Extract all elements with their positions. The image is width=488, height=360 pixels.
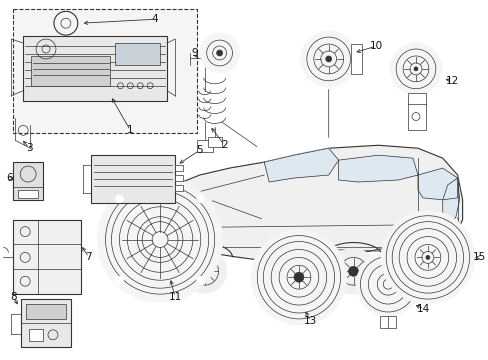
Bar [175,165,183,171]
Circle shape [348,266,358,276]
Bar [13,9,196,133]
Bar [13,220,81,294]
Text: 9: 9 [191,48,198,58]
Circle shape [115,276,123,284]
Circle shape [115,195,123,203]
Circle shape [413,67,417,71]
Circle shape [389,43,441,95]
Bar [26,304,66,319]
Text: 6: 6 [6,173,13,183]
Circle shape [98,177,222,302]
Bar [407,93,425,130]
Text: 13: 13 [304,316,317,326]
Bar [90,155,175,203]
Bar [175,185,183,191]
Bar [207,137,221,147]
Bar [18,190,38,198]
Circle shape [330,248,376,294]
Polygon shape [417,168,457,200]
Circle shape [216,50,222,56]
Text: 14: 14 [416,304,429,314]
Circle shape [293,272,303,282]
Text: 7: 7 [85,252,92,262]
Circle shape [300,31,356,87]
Circle shape [325,56,331,62]
Circle shape [183,249,226,293]
Circle shape [196,195,204,203]
Text: 15: 15 [472,252,485,262]
Text: 10: 10 [369,41,382,51]
Text: 8: 8 [10,292,17,302]
Bar [13,162,43,200]
Bar [23,36,167,100]
Text: 11: 11 [168,292,181,302]
Text: 4: 4 [151,14,158,24]
Bar [21,299,71,347]
Bar [31,56,110,86]
Text: 5: 5 [196,145,203,155]
Circle shape [200,266,209,276]
Circle shape [356,252,419,316]
Polygon shape [160,145,462,264]
Circle shape [381,211,473,304]
Text: 2: 2 [221,140,227,150]
Polygon shape [442,178,459,225]
Text: 3: 3 [26,143,32,153]
Circle shape [200,33,239,73]
Text: 12: 12 [445,76,458,86]
Bar [196,140,212,152]
Bar [115,43,160,65]
Text: 1: 1 [127,125,133,135]
Bar [350,44,362,74]
Polygon shape [264,148,338,182]
Circle shape [425,255,429,260]
Circle shape [196,276,204,284]
Circle shape [251,230,346,325]
Bar [175,175,183,181]
Bar [29,329,43,341]
Polygon shape [338,155,417,182]
Bar [380,316,395,328]
